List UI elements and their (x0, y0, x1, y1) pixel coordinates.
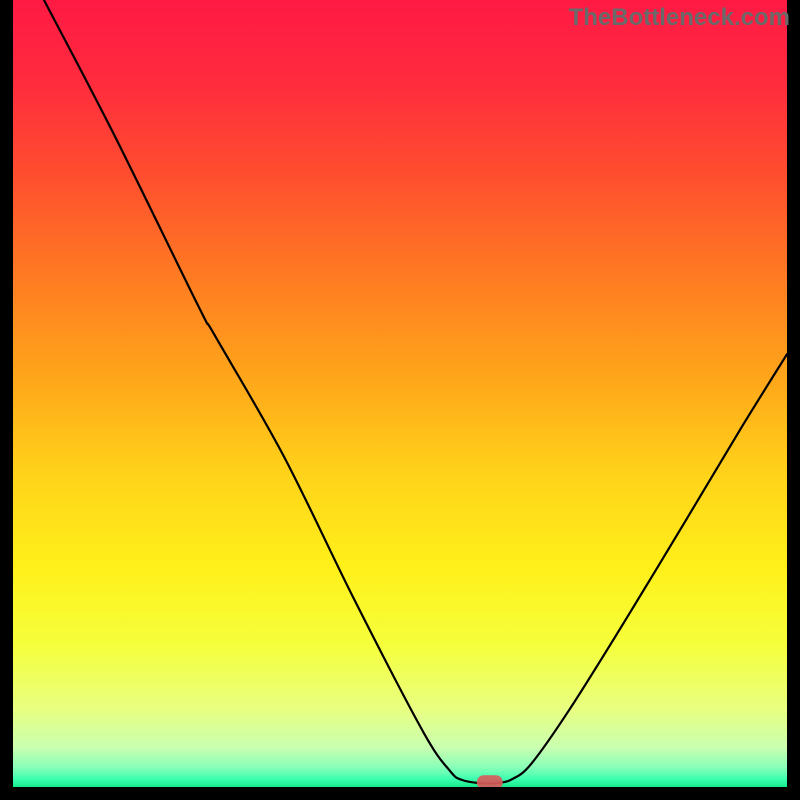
optimal-marker (477, 775, 503, 787)
plot-area (13, 0, 787, 787)
plot-svg (13, 0, 787, 787)
chart-stage: TheBottleneck.com (0, 0, 800, 800)
gradient-background (13, 0, 787, 787)
watermark-text: TheBottleneck.com (569, 4, 790, 32)
